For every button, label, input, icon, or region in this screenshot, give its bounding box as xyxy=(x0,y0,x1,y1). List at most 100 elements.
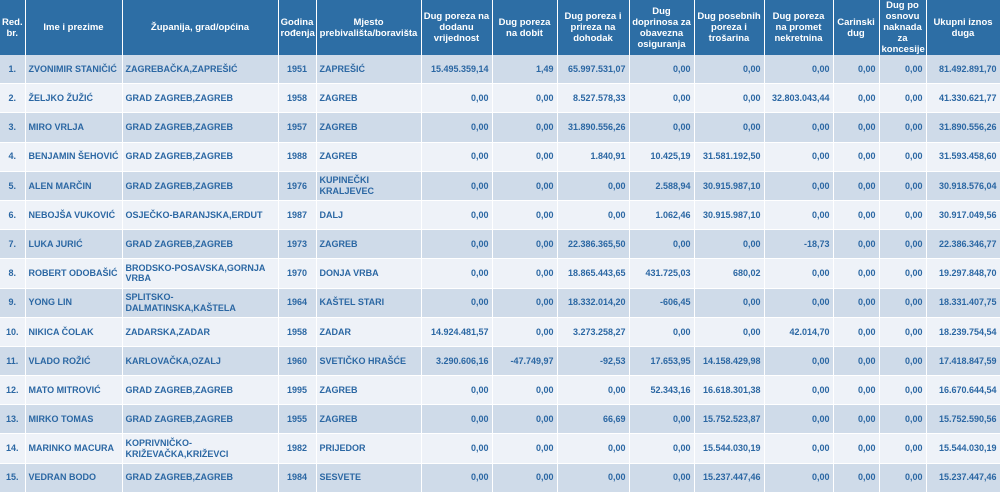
cell-place: ZAGREB xyxy=(316,229,422,260)
cell-ukupno: 16.670.644,54 xyxy=(926,375,1000,406)
cell-place: PRIJEDOR xyxy=(316,433,422,464)
column-header-dobit: Dug poreza na dobit xyxy=(492,0,558,55)
column-header-ukupno: Ukupni iznos duga xyxy=(926,0,1000,55)
column-header-place: Mjesto prebivališta/boravišta xyxy=(316,0,422,55)
cell-carina: 0,00 xyxy=(833,433,880,464)
cell-pdv: 3.290.606,16 xyxy=(421,346,493,377)
cell-place: KUPINEČKI KRALJEVEC xyxy=(316,171,422,201)
table-row: 4. BENJAMIN ŠEHOVIĆ GRAD ZAGREB,ZAGREB 1988… xyxy=(0,142,1000,172)
cell-pdv: 0,00 xyxy=(421,200,493,231)
cell-carina: 0,00 xyxy=(833,463,880,493)
cell-promet: 0,00 xyxy=(764,433,834,464)
cell-koncesije: 0,00 xyxy=(879,404,927,435)
cell-place: ZAGREB xyxy=(316,112,422,143)
column-header-name: Ime i prezime xyxy=(25,0,123,55)
cell-koncesije: 0,00 xyxy=(879,83,927,114)
cell-year: 1970 xyxy=(278,258,317,289)
cell-dohodak: 31.890.556,26 xyxy=(557,112,630,143)
cell-place: SESVETE xyxy=(316,463,422,493)
cell-name: ZVONIMIR STANIČIĆ xyxy=(25,55,123,85)
cell-doprinosi: 2.588,94 xyxy=(629,171,695,201)
cell-carina: 0,00 xyxy=(833,200,880,231)
cell-carina: 0,00 xyxy=(833,258,880,289)
cell-rb: 4. xyxy=(0,142,26,172)
cell-promet: 0,00 xyxy=(764,258,834,289)
cell-year: 1951 xyxy=(278,55,317,85)
cell-koncesije: 0,00 xyxy=(879,229,927,260)
cell-place: ZADAR xyxy=(316,317,422,347)
cell-rb: 12. xyxy=(0,375,26,406)
cell-rb: 6. xyxy=(0,200,26,231)
table-row: 14. MARINKO MACURA KOPRIVNIČKO-KRIŽEVAČKA,… xyxy=(0,433,1000,464)
cell-county: KARLOVAČKA,OZALJ xyxy=(122,346,279,377)
cell-pdv: 0,00 xyxy=(421,171,493,201)
cell-county: OSJEČKO-BARANJSKA,ERDUT xyxy=(122,200,279,231)
cell-name: ROBERT ODOBAŠIĆ xyxy=(25,258,123,289)
table-row: 2. ŽELJKO ŽUŽIĆ GRAD ZAGREB,ZAGREB 1958 ZAGR… xyxy=(0,83,1000,114)
table-row: 15. VEDRAN BODO GRAD ZAGREB,ZAGREB 1984 SESV… xyxy=(0,463,1000,493)
cell-promet: 0,00 xyxy=(764,200,834,231)
cell-ukupno: 19.297.848,70 xyxy=(926,258,1000,289)
cell-dobit: 0,00 xyxy=(492,200,558,231)
column-header-rb: Red. br. xyxy=(0,0,26,55)
cell-place: SVETIČKO HRAŠĆE xyxy=(316,346,422,377)
cell-ukupno: 15.237.447,46 xyxy=(926,463,1000,493)
cell-posebni: 0,00 xyxy=(694,112,765,143)
cell-koncesije: 0,00 xyxy=(879,288,927,318)
cell-county: GRAD ZAGREB,ZAGREB xyxy=(122,112,279,143)
column-header-carina: Carinski dug xyxy=(833,0,880,55)
cell-pdv: 15.495.359,14 xyxy=(421,55,493,85)
cell-carina: 0,00 xyxy=(833,55,880,85)
cell-dobit: 0,00 xyxy=(492,404,558,435)
cell-name: NEBOJŠA VUKOVIĆ xyxy=(25,200,123,231)
cell-year: 1982 xyxy=(278,433,317,464)
column-header-doprinosi: Dug doprinosa za obavezna osiguranja xyxy=(629,0,695,55)
cell-koncesije: 0,00 xyxy=(879,375,927,406)
cell-koncesije: 0,00 xyxy=(879,171,927,201)
cell-ukupno: 31.890.556,26 xyxy=(926,112,1000,143)
column-header-promet: Dug poreza na promet nekretnina xyxy=(764,0,834,55)
header-row: Red. br. Ime i prezime Županija, grad/opći… xyxy=(0,0,1000,55)
cell-posebni: 30.915.987,10 xyxy=(694,200,765,231)
column-header-year: Godina rođenja xyxy=(278,0,317,55)
cell-doprinosi: 1.062,46 xyxy=(629,200,695,231)
cell-dobit: 0,00 xyxy=(492,229,558,260)
cell-rb: 5. xyxy=(0,171,26,201)
cell-dobit: 0,00 xyxy=(492,375,558,406)
cell-county: GRAD ZAGREB,ZAGREB xyxy=(122,171,279,201)
cell-carina: 0,00 xyxy=(833,112,880,143)
cell-dobit: 1,49 xyxy=(492,55,558,85)
cell-koncesije: 0,00 xyxy=(879,433,927,464)
cell-doprinosi: 10.425,19 xyxy=(629,142,695,172)
cell-promet: -18,73 xyxy=(764,229,834,260)
cell-doprinosi: 0,00 xyxy=(629,83,695,114)
cell-pdv: 14.924.481,57 xyxy=(421,317,493,347)
cell-doprinosi: 0,00 xyxy=(629,433,695,464)
cell-koncesije: 0,00 xyxy=(879,142,927,172)
cell-year: 1995 xyxy=(278,375,317,406)
cell-koncesije: 0,00 xyxy=(879,258,927,289)
table-row: 7. LUKA JURIĆ GRAD ZAGREB,ZAGREB 1973 ZAGREB… xyxy=(0,229,1000,260)
cell-koncesije: 0,00 xyxy=(879,317,927,347)
cell-dohodak: 18.332.014,20 xyxy=(557,288,630,318)
cell-doprinosi: 431.725,03 xyxy=(629,258,695,289)
table-row: 8. ROBERT ODOBAŠIĆ BRODSKO-POSAVSKA,GORNJA… xyxy=(0,258,1000,289)
table-row: 10. NIKICA ČOLAK ZADARSKA,ZADAR 1958 ZADAR 14… xyxy=(0,317,1000,347)
cell-place: DONJA VRBA xyxy=(316,258,422,289)
cell-county: GRAD ZAGREB,ZAGREB xyxy=(122,83,279,114)
cell-rb: 15. xyxy=(0,463,26,493)
cell-rb: 2. xyxy=(0,83,26,114)
column-header-posebni: Dug posebnih poreza i trošarina xyxy=(694,0,765,55)
cell-rb: 11. xyxy=(0,346,26,377)
cell-doprinosi: 17.653,95 xyxy=(629,346,695,377)
cell-ukupno: 30.918.576,04 xyxy=(926,171,1000,201)
cell-promet: 42.014,70 xyxy=(764,317,834,347)
cell-dobit: 0,00 xyxy=(492,317,558,347)
cell-county: GRAD ZAGREB,ZAGREB xyxy=(122,404,279,435)
table-row: 13. MIRKO TOMAS GRAD ZAGREB,ZAGREB 1955 ZAGR… xyxy=(0,404,1000,435)
cell-pdv: 0,00 xyxy=(421,463,493,493)
table-body: 1. ZVONIMIR STANIČIĆ ZAGREBAČKA,ZAPREŠIĆ 19… xyxy=(0,55,1000,493)
cell-doprinosi: 0,00 xyxy=(629,112,695,143)
cell-carina: 0,00 xyxy=(833,404,880,435)
